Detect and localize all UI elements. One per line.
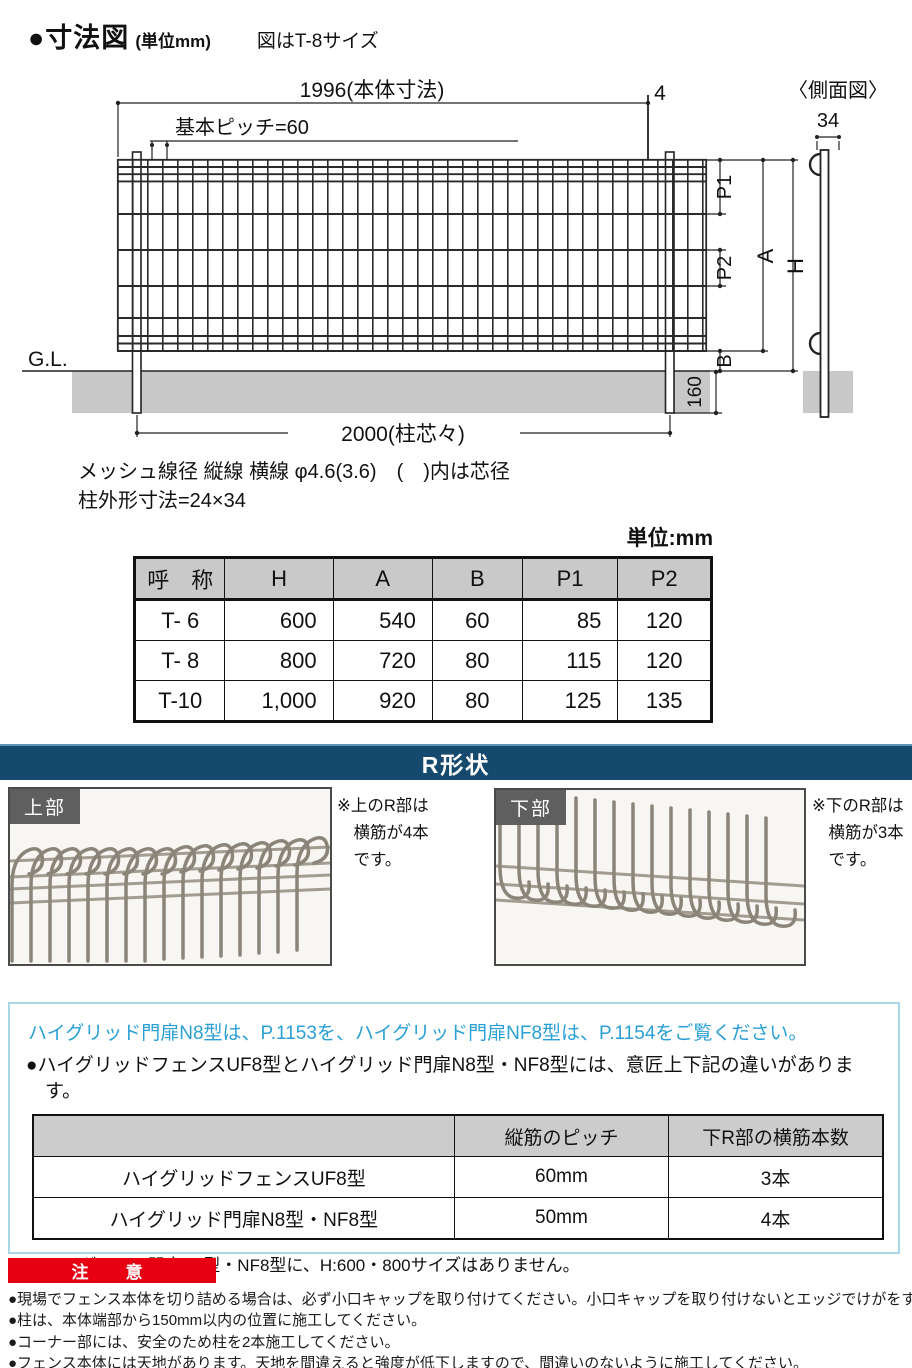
- comparison-table: 縦筋のピッチ 下R部の横筋本数 ハイグリッドフェンスUF8型 60mm 3本 ハ…: [26, 1114, 884, 1241]
- page-title: ●寸法図 (単位mm) 図はT-8サイズ: [28, 16, 379, 55]
- cell: ハイグリッド門扉N8型・NF8型: [32, 1197, 455, 1240]
- size-table-row: T-10 1,000 920 80 125 135: [133, 680, 712, 722]
- photo-label-bottom: 下部: [496, 790, 567, 825]
- gl-label: G.L.: [28, 348, 68, 371]
- mesh-spec-note: メッシュ線径 縦線 横線 φ4.6(3.6) ( )内は芯径 柱外形寸法=24×…: [78, 461, 510, 512]
- cell: T- 6: [133, 599, 226, 641]
- col-header: 下R部の横筋本数: [668, 1114, 884, 1158]
- title-size-note: 図はT-8サイズ: [256, 31, 379, 52]
- dim-post-centers-label: 2000(柱芯々): [341, 423, 465, 446]
- cell: 135: [617, 680, 712, 722]
- side-view-title: 〈側面図〉: [788, 79, 888, 102]
- col-header: 呼 称: [133, 557, 226, 601]
- caution-list: ●現場でフェンス本体を切り詰める場合は、必ず小口キャップを取り付けてください。小…: [8, 1289, 912, 1368]
- dim-panel-width-label: 1996(本体寸法): [300, 79, 445, 102]
- diagram-labels: 1996(本体寸法) 4 基本ピッチ=60 〈側面図〉 34 G.L. P1 P…: [28, 79, 888, 446]
- info-description: ●ハイグリッドフェンスUF8型とハイグリッド門扉N8型・NF8型には、意匠上下記…: [26, 1055, 854, 1102]
- top-r-illustration: [9, 836, 331, 963]
- caution-badge: 注 意: [8, 1258, 216, 1283]
- cell: 80: [431, 680, 523, 722]
- dim-pitch-label: 基本ピッチ=60: [175, 116, 309, 139]
- cell: 50mm: [453, 1197, 670, 1240]
- cell: 540: [332, 599, 433, 641]
- title-heading: ●寸法図: [28, 23, 130, 53]
- info-box: ハイグリッド門扉N8型は、P.1153を、ハイグリッド門扉NF8型は、P.115…: [8, 1002, 900, 1275]
- cell: 120: [617, 640, 712, 681]
- label-a: A: [753, 248, 778, 263]
- caution-item: ●現場でフェンス本体を切り詰める場合は、必ず小口キャップを取り付けてください。小…: [8, 1291, 912, 1308]
- col-header: P1: [521, 557, 619, 601]
- dim-gap-label: 4: [654, 82, 666, 105]
- cell: 120: [617, 599, 712, 641]
- info-link-line: ハイグリッド門扉N8型は、P.1153を、ハイグリッド門扉NF8型は、P.115…: [28, 1023, 808, 1044]
- ground-hatch: [22, 370, 853, 413]
- col-header: H: [224, 557, 334, 601]
- comparison-header-row: 縦筋のピッチ 下R部の横筋本数: [32, 1114, 884, 1158]
- photo-top-r: 上部: [8, 787, 332, 966]
- cell: 920: [332, 680, 433, 722]
- mesh-grid: [116, 158, 708, 352]
- size-table-row: T- 6 600 540 60 85 120: [133, 599, 712, 641]
- label-h: H: [783, 258, 808, 274]
- cell: 1,000: [224, 680, 334, 722]
- table-unit-label: 単位:mm: [626, 527, 713, 550]
- caution-item: ●フェンス本体には天地があります。天地を間違えると強度が低下しますので、間違いの…: [8, 1355, 809, 1368]
- cell: T-10: [133, 680, 226, 722]
- caution-item: ●コーナー部には、安全のため柱を2本施工してください。: [8, 1333, 400, 1351]
- cell: 800: [224, 640, 334, 681]
- dim-post-depth-label: 34: [817, 110, 839, 132]
- cell: 720: [332, 640, 433, 681]
- col-header: [32, 1114, 455, 1158]
- dim-label-mask: [288, 420, 520, 446]
- col-header: B: [431, 557, 523, 601]
- photo-label-top: 上部: [10, 789, 81, 824]
- cell: 60mm: [453, 1156, 670, 1199]
- cell: 125: [521, 680, 619, 722]
- cell: 80: [431, 640, 523, 681]
- cell: 85: [521, 599, 619, 641]
- label-b: B: [714, 354, 736, 367]
- label-p1: P1: [714, 175, 736, 199]
- photo-bottom-r: 下部: [494, 788, 806, 966]
- bottom-r-illustration: [495, 788, 805, 928]
- cell: ハイグリッドフェンスUF8型: [32, 1156, 455, 1199]
- top-r-note: ※上のR部は 横筋が4本 です。: [337, 797, 429, 870]
- title-unit: (単位mm): [135, 32, 211, 51]
- caution-item: ●柱は、本体端部から150mm以内の位置に施工してください。: [8, 1312, 427, 1330]
- comparison-row: ハイグリッド門扉N8型・NF8型 50mm 4本: [32, 1197, 884, 1240]
- col-header: 縦筋のピッチ: [453, 1114, 670, 1158]
- cell: T- 8: [133, 640, 226, 681]
- label-embed: 160: [685, 376, 706, 408]
- bottom-r-note: ※下のR部は 横筋が3本 です。: [812, 797, 904, 870]
- side-view-post: [808, 149, 830, 418]
- comparison-row: ハイグリッドフェンスUF8型 60mm 3本: [32, 1156, 884, 1199]
- cell: 4本: [668, 1197, 884, 1240]
- label-p2: P2: [714, 256, 736, 280]
- col-header: A: [332, 557, 433, 601]
- col-header: P2: [617, 557, 712, 601]
- size-table-header-row: 呼 称 H A B P1 P2: [133, 557, 712, 601]
- cell: 115: [521, 640, 619, 681]
- cell: 3本: [668, 1156, 884, 1199]
- size-table: 呼 称 H A B P1 P2 T- 6 600 540 60 85 120 T…: [133, 556, 713, 723]
- dimension-diagram: 1996(本体寸法) 4 基本ピッチ=60 〈側面図〉 34 G.L. P1 P…: [22, 79, 888, 446]
- cell: 60: [431, 599, 523, 641]
- r-section-header: R形状: [0, 744, 912, 780]
- dimension-lines: [115, 95, 841, 437]
- cell: 600: [224, 599, 334, 641]
- size-table-row: T- 8 800 720 80 115 120: [133, 640, 712, 681]
